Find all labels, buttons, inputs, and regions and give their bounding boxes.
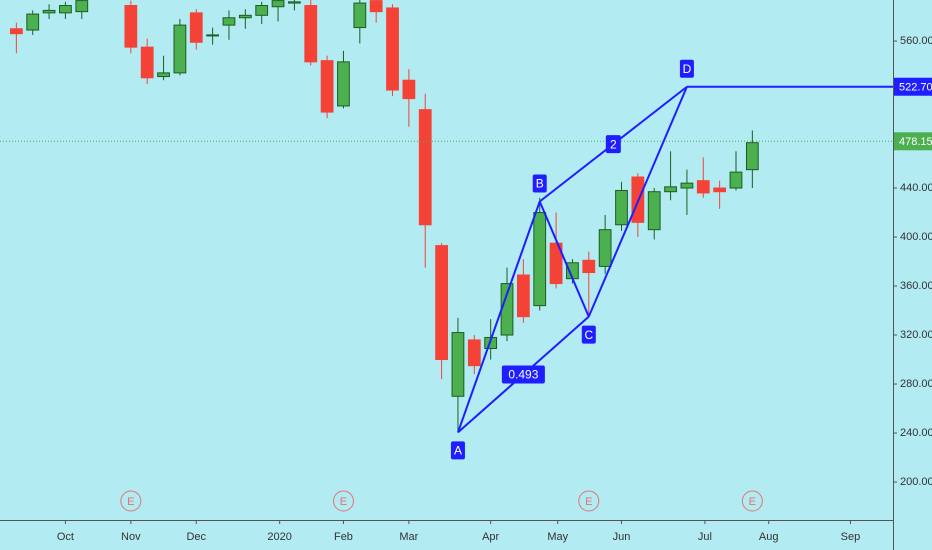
candle-body	[516, 274, 530, 318]
x-tick-label: Dec	[186, 531, 206, 543]
candle-body	[288, 1, 301, 4]
candle-body	[745, 142, 759, 171]
candle-body	[42, 9, 56, 14]
point-box	[450, 441, 465, 460]
candle-body	[304, 5, 318, 63]
y-tick-label: 320.00	[900, 329, 932, 341]
candle-body	[664, 186, 677, 193]
candle-body	[418, 109, 432, 226]
y-tick-label: 200.00	[900, 476, 932, 488]
earnings-label: E	[127, 496, 134, 508]
ratio-box	[501, 365, 545, 384]
candle-body	[75, 0, 89, 13]
x-tick-label: Aug	[759, 531, 779, 543]
candle-body	[386, 7, 399, 91]
earnings-marker	[578, 490, 600, 512]
y-tick-label: 240.00	[900, 427, 932, 439]
earnings-label: E	[340, 496, 347, 508]
point-label: A	[454, 444, 462, 458]
x-tick-label: 2020	[267, 531, 291, 543]
candle-body	[271, 0, 285, 8]
candle-body	[467, 339, 481, 367]
earnings-label: E	[749, 496, 756, 508]
candle-body	[680, 182, 694, 189]
ratio-label: 2	[610, 137, 617, 151]
x-tick-label: Sep	[841, 531, 861, 543]
x-tick-label: May	[547, 531, 568, 543]
candle-body	[320, 60, 334, 113]
candle-body	[140, 46, 154, 79]
earnings-marker	[332, 490, 354, 512]
candle-body	[729, 171, 743, 189]
candle-body	[435, 245, 448, 361]
x-tick-label: Oct	[57, 531, 74, 543]
ratio-label: 0.493	[508, 368, 538, 382]
candle-body	[615, 189, 628, 226]
candle-body	[9, 28, 23, 35]
price-label: 478.15	[899, 136, 932, 148]
price-label-box	[894, 77, 932, 96]
point-box	[581, 325, 596, 344]
y-tick-label: 360.00	[900, 280, 932, 292]
candle-body	[582, 259, 596, 274]
x-tick-label: Apr	[482, 531, 499, 543]
candle-body	[157, 72, 170, 78]
earnings-marker	[741, 490, 763, 512]
y-tick-label: 440.00	[900, 182, 932, 194]
y-tick-label: 560.00	[900, 35, 932, 47]
point-box	[679, 59, 694, 78]
candle-body	[337, 61, 350, 107]
point-box	[532, 174, 547, 193]
price-label: 522.70	[899, 82, 932, 94]
x-tick-label: Jul	[698, 531, 712, 543]
earnings-label: E	[585, 496, 592, 508]
candle-body	[713, 187, 727, 193]
candle-body	[189, 12, 203, 43]
candle-body	[26, 13, 40, 31]
candle-body	[369, 0, 383, 13]
y-tick-label: 400.00	[900, 231, 932, 243]
candle-body	[451, 332, 465, 397]
point-label: D	[683, 62, 692, 76]
pattern-leg	[587, 86, 688, 318]
candle-body	[696, 180, 710, 194]
earnings-marker	[120, 490, 142, 512]
candle-body	[402, 79, 416, 100]
candle-body	[222, 17, 236, 26]
candle-body	[206, 34, 220, 37]
candle-body	[255, 5, 269, 16]
candle-body	[238, 14, 252, 19]
ratio-box	[605, 135, 621, 154]
pattern-leg	[538, 201, 590, 318]
candle-body	[59, 5, 72, 14]
x-tick-label: Nov	[121, 531, 141, 543]
candle-body	[598, 229, 612, 267]
pattern-leg	[457, 201, 541, 433]
candle-body	[647, 191, 661, 231]
point-label: B	[536, 177, 544, 191]
candle-body	[533, 212, 547, 307]
price-label-box	[894, 132, 932, 151]
candle-body	[353, 2, 367, 29]
point-label: C	[584, 328, 593, 342]
x-tick-label: Feb	[334, 531, 353, 543]
y-tick-label: 280.00	[900, 378, 932, 390]
x-tick-label: Jun	[613, 531, 631, 543]
candle-body	[549, 242, 563, 285]
x-tick-label: Mar	[399, 531, 418, 543]
candle-body	[173, 24, 187, 74]
candle-body	[124, 5, 138, 48]
